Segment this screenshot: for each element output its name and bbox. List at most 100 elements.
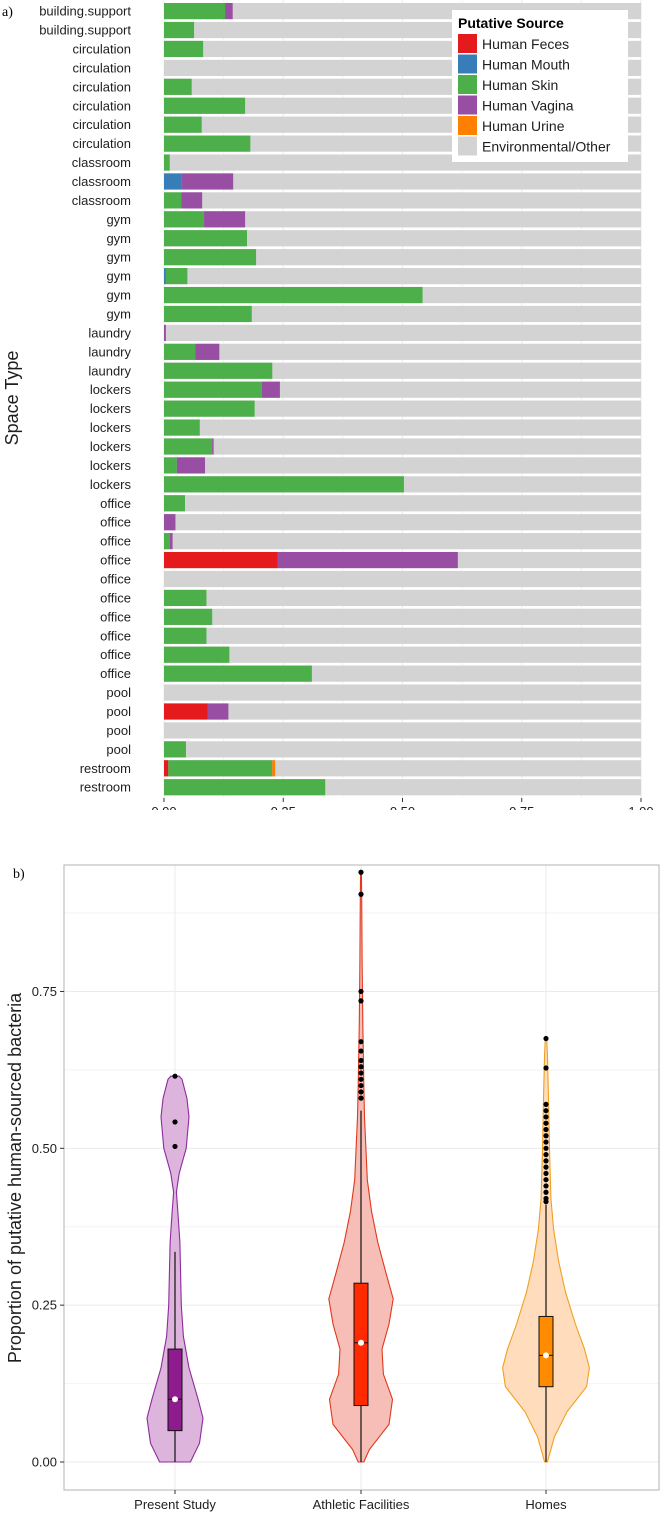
bar-environmental-other — [164, 343, 641, 360]
y-tick-label: building.support — [39, 23, 131, 38]
bar-human-skin — [164, 211, 205, 228]
outlier-point — [543, 1195, 549, 1202]
box — [353, 1282, 369, 1407]
bar-human-skin — [164, 230, 247, 247]
bar-environmental-other — [164, 249, 641, 266]
bar-human-skin — [164, 40, 204, 58]
y-tick-label: lockers — [90, 458, 132, 473]
y-tick-label: pool — [106, 742, 131, 757]
bar-human-skin — [164, 78, 192, 95]
outlier-point — [358, 1057, 364, 1064]
bar-human-vagina — [261, 381, 280, 398]
outlier-point — [543, 1120, 549, 1126]
bar-human-vagina — [195, 343, 220, 360]
bar-human-skin — [164, 495, 185, 512]
panel-b-label: b) — [13, 867, 25, 882]
outlier-point — [358, 988, 364, 995]
outlier-point — [543, 1139, 549, 1145]
bar-human-skin — [164, 665, 312, 682]
bar-environmental-other — [164, 438, 641, 455]
y-tick-label: classroom — [72, 174, 131, 189]
y-tick-label: office — [100, 572, 131, 587]
outlier-point — [172, 1073, 178, 1079]
bar-human-vagina — [181, 192, 203, 209]
y-tick-label: office — [100, 647, 131, 662]
bar-environmental-other — [164, 608, 641, 625]
median-point — [543, 1352, 549, 1359]
outlier-point — [543, 1151, 549, 1158]
x-tick-label: 0.75 — [509, 804, 534, 810]
bar-human-skin — [164, 589, 207, 607]
x-tick-label: 0.00 — [151, 804, 176, 810]
outlier-point — [543, 1177, 549, 1183]
plot-b-gridlines — [64, 865, 659, 1490]
bar-human-skin — [164, 286, 423, 304]
bar-human-skin — [164, 741, 186, 758]
outlier-point — [543, 1101, 549, 1107]
bar-human-skin — [164, 533, 170, 550]
outlier-point — [543, 1035, 549, 1042]
y-tick-label: gym — [106, 250, 131, 265]
bar-environmental-other — [164, 760, 641, 777]
y-tick-label: 0.00 — [32, 1455, 57, 1470]
bar-human-feces — [164, 703, 208, 720]
bar-environmental-other — [164, 457, 641, 474]
legend-swatch — [458, 54, 477, 74]
box — [538, 1315, 554, 1388]
y-tick-label: pool — [106, 685, 131, 700]
bar-human-skin — [164, 608, 213, 625]
panel-a-label: a) — [2, 5, 13, 20]
legend-swatch — [458, 75, 477, 94]
legend-label: Human Mouth — [482, 57, 570, 73]
bar-human-skin — [168, 760, 273, 777]
bar-human-skin — [164, 476, 404, 493]
y-tick-label: office — [100, 515, 131, 530]
plot-a-bars — [164, 3, 641, 796]
outlier-point — [543, 1189, 549, 1195]
outlier-point — [358, 1039, 364, 1045]
bar-environmental-other — [164, 646, 641, 663]
bar-human-skin — [164, 646, 230, 663]
bar-human-skin — [164, 381, 262, 398]
bar-human-mouth — [164, 268, 166, 285]
bar-human-skin — [164, 627, 207, 644]
outlier-point — [543, 1199, 549, 1205]
bar-human-skin — [164, 116, 202, 133]
outlier-point — [543, 1065, 549, 1071]
bar-human-skin — [164, 305, 252, 323]
bar-human-vagina — [176, 457, 206, 474]
y-tick-label: lockers — [90, 401, 132, 416]
bar-environmental-other — [164, 533, 641, 550]
median-point — [358, 1339, 364, 1346]
legend-box — [452, 10, 628, 162]
y-tick-label: 0.50 — [32, 1141, 57, 1156]
outlier-point — [358, 891, 364, 897]
outlier-point — [543, 1170, 549, 1177]
y-tick-label: restroom — [80, 780, 131, 795]
y-tick-label: office — [100, 666, 131, 681]
bar-human-vagina — [169, 533, 173, 550]
outlier-point — [172, 1119, 178, 1125]
bar-environmental-other — [164, 211, 641, 228]
bar-human-skin — [164, 3, 226, 20]
y-tick-label: gym — [106, 306, 131, 321]
y-tick-label: office — [100, 628, 131, 643]
bar-human-skin — [164, 135, 251, 152]
bar-human-vagina — [204, 211, 246, 228]
plot-b-frame — [63, 864, 660, 1491]
bar-environmental-other — [164, 627, 641, 644]
outlier-point — [358, 869, 364, 875]
outlier-point — [358, 1089, 364, 1095]
y-tick-label: circulation — [72, 60, 131, 75]
bar-human-vagina — [181, 173, 234, 190]
outlier-point — [543, 1158, 549, 1164]
legend-label: Human Vagina — [482, 98, 574, 114]
violin-homes — [502, 1037, 590, 1463]
legend-title: Putative Source — [458, 15, 564, 31]
x-tick-label: Athletic Facilities — [313, 1497, 410, 1512]
bar-human-skin — [164, 343, 196, 360]
bar-environmental-other — [164, 230, 641, 247]
plot-b-violins — [146, 869, 590, 1463]
bar-human-feces — [164, 551, 278, 569]
bar-environmental-other — [164, 324, 641, 342]
